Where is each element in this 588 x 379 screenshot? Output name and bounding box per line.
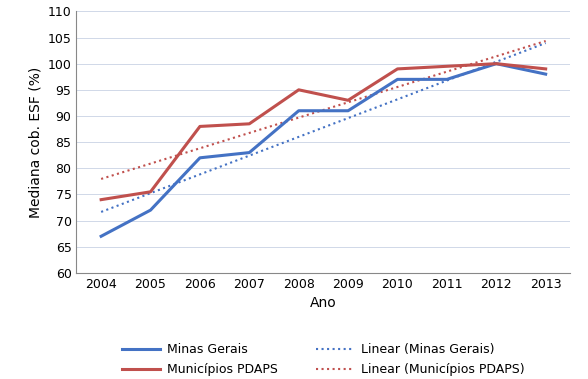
Legend: Minas Gerais, Municípios PDAPS, Linear (Minas Gerais), Linear (Municípios PDAPS): Minas Gerais, Municípios PDAPS, Linear (… [116,337,530,379]
X-axis label: Ano: Ano [310,296,337,310]
Y-axis label: Mediana cob. ESF (%): Mediana cob. ESF (%) [28,66,42,218]
